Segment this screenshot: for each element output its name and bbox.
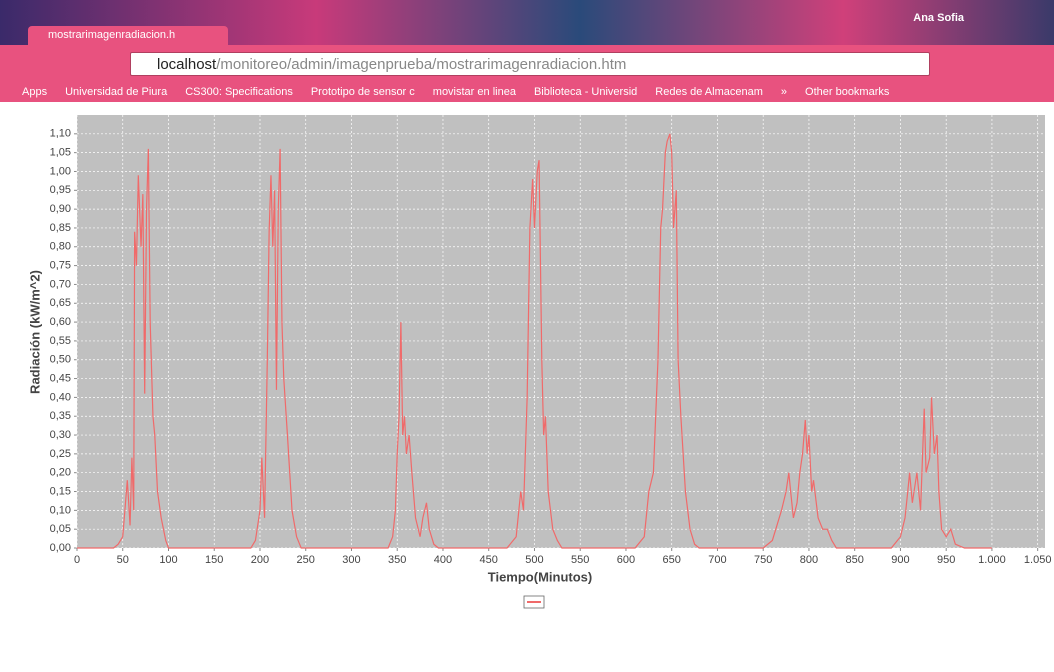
y-tick-label: 1,00 bbox=[50, 165, 71, 177]
y-tick-label: 0,20 bbox=[50, 467, 71, 479]
x-tick-label: 100 bbox=[159, 554, 177, 566]
x-tick-label: 600 bbox=[617, 554, 635, 566]
x-axis-title: Tiempo(Minutos) bbox=[488, 569, 592, 584]
y-tick-label: 0,25 bbox=[50, 448, 71, 460]
x-tick-label: 200 bbox=[251, 554, 269, 566]
tab-strip: mostrarimagenradiacion.h Ana Sofia bbox=[0, 0, 1054, 45]
y-tick-label: 0,60 bbox=[50, 316, 71, 328]
y-tick-label: 0,30 bbox=[50, 429, 71, 441]
x-tick-label: 1.050 bbox=[1024, 554, 1052, 566]
y-tick-label: 0,65 bbox=[50, 297, 71, 309]
bookmark[interactable]: Biblioteca - Universid bbox=[533, 86, 638, 98]
x-tick-label: 500 bbox=[525, 554, 543, 566]
x-tick-label: 450 bbox=[480, 554, 498, 566]
x-tick-label: 950 bbox=[937, 554, 955, 566]
y-tick-label: 0,10 bbox=[50, 504, 71, 516]
y-tick-label: 0,50 bbox=[50, 354, 71, 366]
x-tick-label: 700 bbox=[708, 554, 726, 566]
x-tick-label: 650 bbox=[663, 554, 681, 566]
y-tick-label: 0,15 bbox=[50, 485, 71, 497]
y-tick-label: 0,95 bbox=[50, 184, 71, 196]
y-tick-label: 0,55 bbox=[50, 335, 71, 347]
x-tick-label: 850 bbox=[846, 554, 864, 566]
address-bar[interactable]: localhost/monitoreo/admin/imagenprueba/m… bbox=[130, 52, 930, 76]
x-tick-label: 900 bbox=[891, 554, 909, 566]
x-tick-label: 400 bbox=[434, 554, 452, 566]
y-tick-label: 0,75 bbox=[50, 260, 71, 272]
plot-area bbox=[77, 115, 1045, 548]
y-tick-label: 0,80 bbox=[50, 241, 71, 253]
y-tick-label: 1,10 bbox=[50, 128, 71, 140]
x-tick-label: 300 bbox=[342, 554, 360, 566]
profile-name[interactable]: Ana Sofia bbox=[913, 12, 964, 24]
y-tick-label: 0,05 bbox=[50, 523, 71, 535]
data-line bbox=[77, 133, 992, 549]
y-tick-label: 0,45 bbox=[50, 372, 71, 384]
x-tick-label: 550 bbox=[571, 554, 589, 566]
x-tick-label: 50 bbox=[117, 554, 129, 566]
x-tick-label: 250 bbox=[297, 554, 315, 566]
bookmark[interactable]: » bbox=[780, 86, 788, 98]
bookmark[interactable]: Redes de Almacenam bbox=[655, 86, 763, 98]
bookmark[interactable]: Universidad de Piura bbox=[65, 86, 168, 98]
bookmark[interactable]: movistar en linea bbox=[432, 86, 516, 98]
y-tick-label: 0,85 bbox=[50, 222, 71, 234]
x-tick-label: 350 bbox=[388, 554, 406, 566]
y-tick-label: 0,90 bbox=[50, 203, 71, 215]
chart: Tiempo(Minutos) Radiación (kW/m^2) 0,000… bbox=[27, 115, 1052, 609]
bookmarks-bar: Apps Universidad de Piura CS300: Specifica… bbox=[0, 82, 1054, 102]
bookmark[interactable]: Apps bbox=[22, 86, 48, 98]
toolbar: localhost/monitoreo/admin/imagenprueba/m… bbox=[0, 45, 1054, 82]
y-axis-title: Radiación (kW/m^2) bbox=[27, 270, 42, 394]
x-tick-label: 0 bbox=[74, 554, 80, 566]
y-tick-label: 1,05 bbox=[50, 147, 71, 159]
y-tick-label: 0,70 bbox=[50, 278, 71, 290]
tab[interactable]: mostrarimagenradiacion.h bbox=[28, 26, 228, 45]
bookmark[interactable]: Prototipo de sensor c bbox=[310, 86, 415, 98]
x-tick-label: 750 bbox=[754, 554, 772, 566]
x-tick-label: 1.000 bbox=[978, 554, 1006, 566]
x-tick-label: 800 bbox=[800, 554, 818, 566]
bookmark[interactable]: Other bookmarks bbox=[805, 86, 890, 98]
y-tick-label: 0,40 bbox=[50, 391, 71, 403]
bookmark[interactable]: CS300: Specifications bbox=[185, 86, 293, 98]
url-host: localhost bbox=[157, 56, 217, 73]
y-tick-label: 0,35 bbox=[50, 410, 71, 422]
x-tick-label: 150 bbox=[205, 554, 223, 566]
y-tick-label: 0,00 bbox=[50, 542, 71, 554]
url-path: /monitoreo/admin/imagenprueba/mostrarima… bbox=[216, 56, 627, 73]
